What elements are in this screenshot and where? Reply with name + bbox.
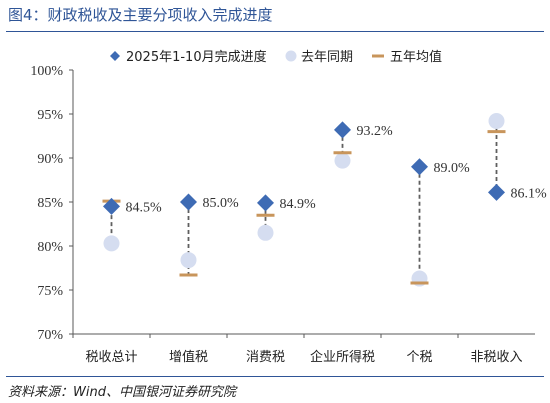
- legend-five-year-label: 五年均值: [390, 49, 442, 65]
- figure-source: 资料来源：Wind、中国银河证券研究院: [8, 385, 236, 400]
- y-tick-label: 95%: [37, 108, 63, 123]
- x-tick-label: 增值税: [169, 349, 208, 365]
- x-tick-label: 个税: [406, 350, 432, 365]
- y-tick-label: 85%: [37, 196, 63, 211]
- progress-point: [334, 121, 351, 139]
- x-tick-label: 消费税: [246, 350, 285, 365]
- marks: [102, 113, 506, 287]
- progress-data-label: 85.0%: [203, 196, 240, 211]
- x-tick-label: 非税收入: [470, 350, 522, 365]
- last-year-point: [103, 235, 120, 252]
- y-tick-label: 90%: [37, 152, 63, 167]
- legend: 2025年1-10月完成进度 去年同期 五年均值: [110, 49, 442, 65]
- data-labels: 84.5% 85.0% 84.9% 93.2% 89.0% 86.1%: [126, 124, 548, 216]
- axes: 70% 75% 80% 85% 90% 95% 100% 税收总计 增值税 消费税 企业所得税 个税 非…: [30, 64, 535, 365]
- progress-point: [103, 197, 120, 215]
- progress-point: [180, 193, 197, 211]
- progress-data-label: 84.5%: [126, 200, 163, 215]
- figure-title: 图4：财政税收及主要分项收入完成进度: [8, 6, 273, 24]
- x-tick-label: 税收总计: [85, 350, 137, 365]
- y-tick-label: 70%: [37, 328, 63, 343]
- legend-progress-label: 2025年1-10月完成进度: [126, 49, 267, 65]
- y-tick-label: 75%: [37, 284, 63, 299]
- progress-data-label: 93.2%: [357, 124, 394, 139]
- progress-point: [257, 194, 274, 212]
- progress-data-label: 89.0%: [434, 161, 471, 176]
- y-tick-label: 80%: [37, 240, 63, 255]
- y-tick-label: 100%: [30, 64, 63, 79]
- last-year-point: [257, 224, 274, 241]
- progress-data-label: 86.1%: [511, 186, 548, 201]
- source-rule: [6, 376, 544, 377]
- progress-data-label: 84.9%: [280, 197, 317, 212]
- legend-last-year-label: 去年同期: [301, 50, 353, 65]
- x-tick-label: 企业所得税: [310, 349, 375, 365]
- last-year-point: [488, 113, 505, 130]
- progress-point: [411, 158, 428, 176]
- last-year-point: [180, 252, 197, 269]
- title-rule: [6, 31, 544, 32]
- last-year-point: [334, 152, 351, 169]
- legend-progress-symbol: [110, 51, 120, 61]
- legend-last-year-symbol: [285, 50, 297, 62]
- progress-point: [488, 183, 505, 201]
